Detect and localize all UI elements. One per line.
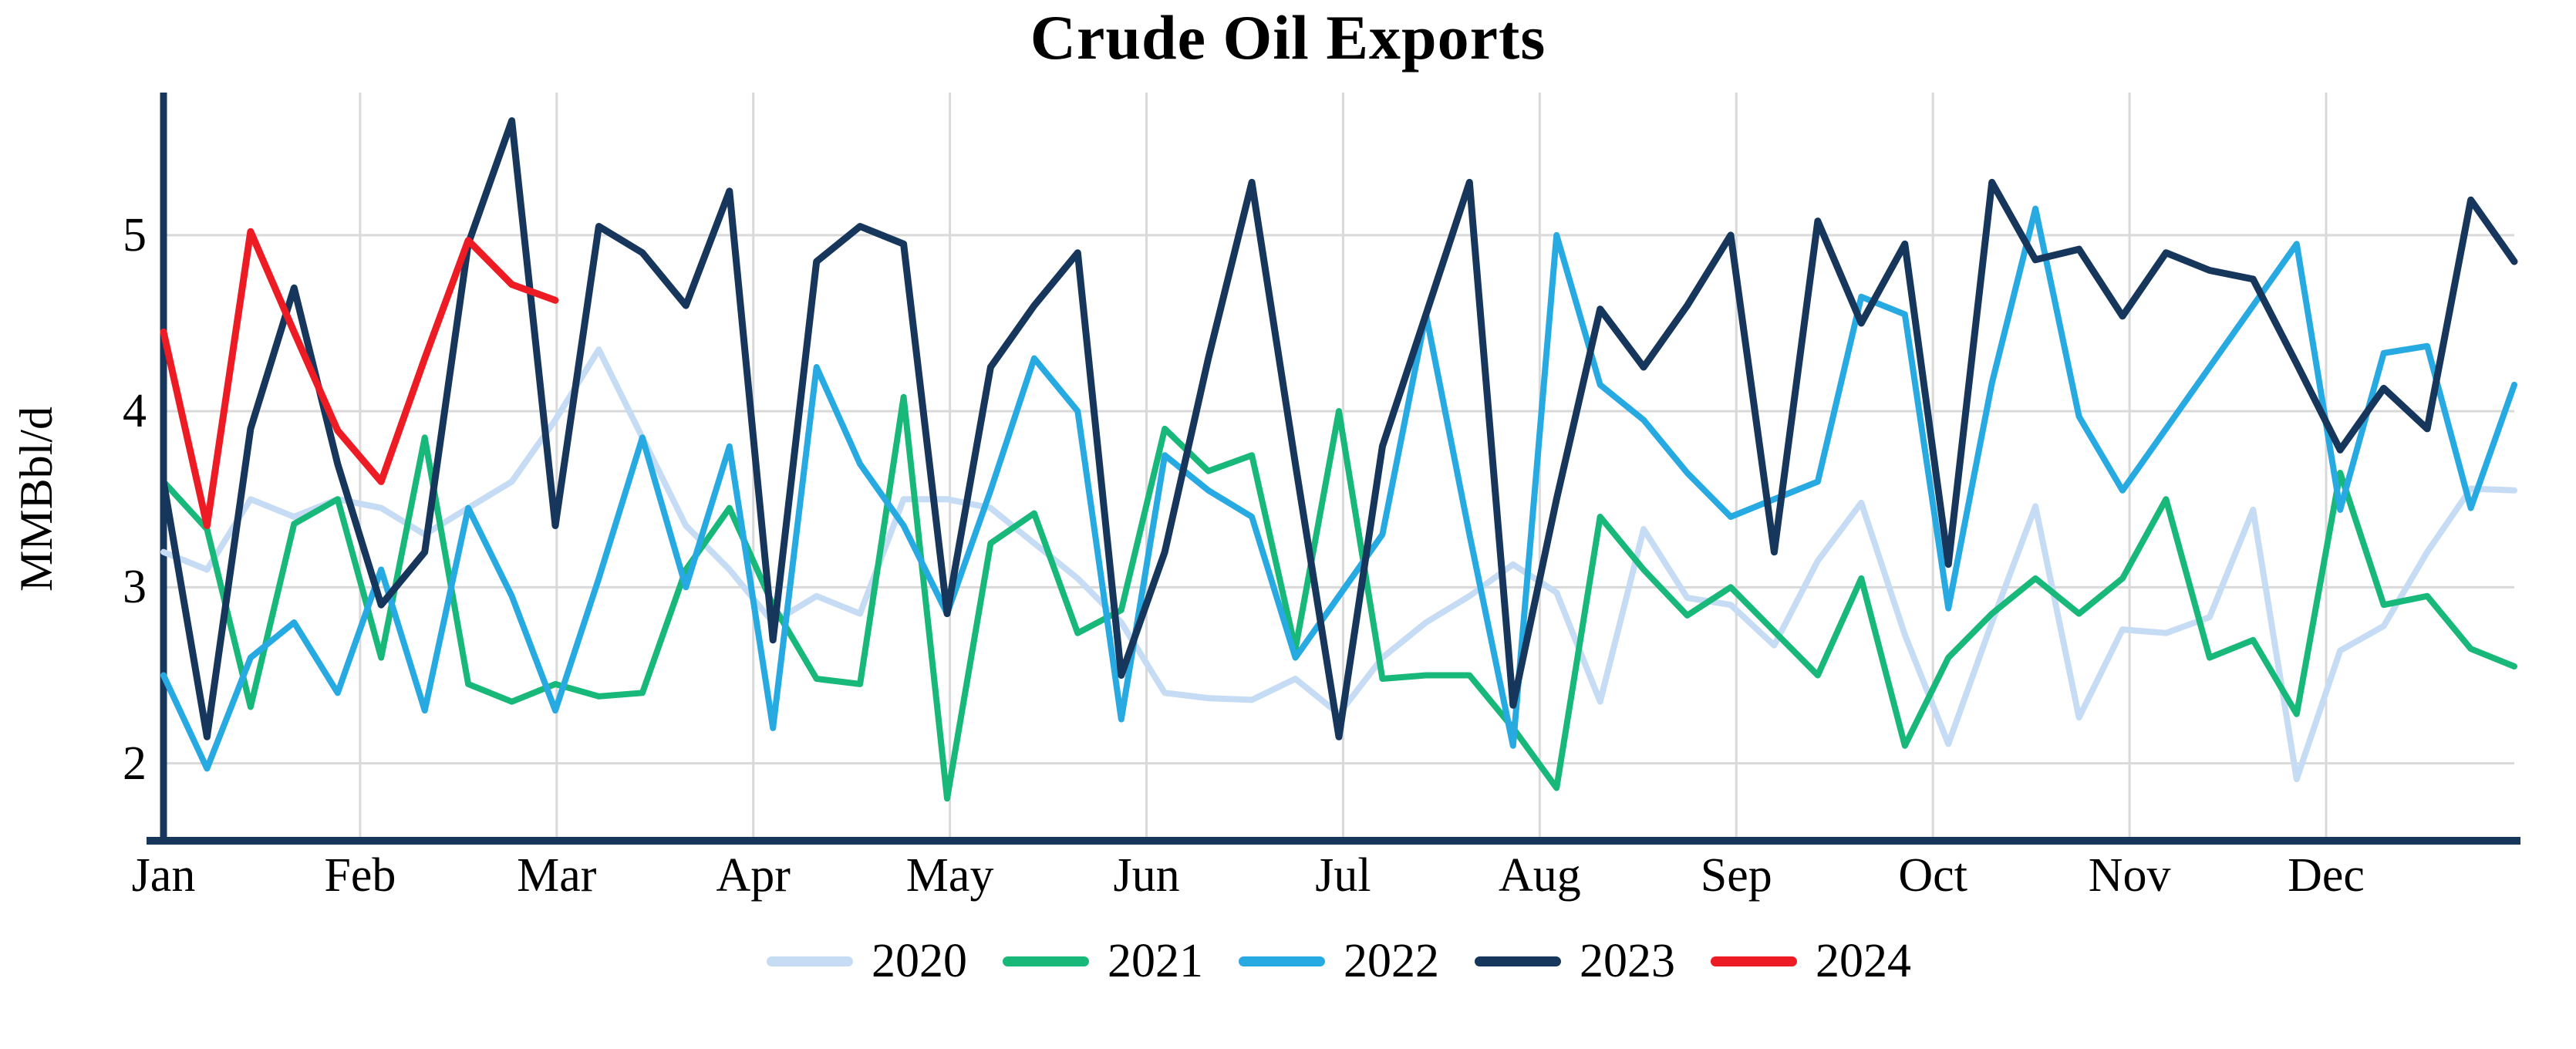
x-tick-nov: Nov [2088,849,2171,902]
y-tick-3: 3 [123,561,147,614]
x-tick-jun: Jun [1113,849,1180,902]
series-line-2021 [160,393,2517,802]
x-tick-mar: Mar [517,849,597,902]
y-tick-4: 4 [123,385,147,438]
legend-label-2023: 2023 [1580,935,1675,987]
x-tick-jan: Jan [131,849,196,902]
chart-title: Crude Oil Exports [1030,2,1546,73]
x-tick-sep: Sep [1700,849,1772,902]
x-tick-oct: Oct [1898,849,1967,902]
x-tick-jul: Jul [1315,849,1371,902]
legend-swatch-2024 [1711,956,1797,966]
legend-item-2021: 2021 [1003,933,1203,990]
legend: 2020 2021 2022 2023 2024 [164,930,2514,992]
legend-item-2023: 2023 [1475,933,1675,990]
x-tick-apr: Apr [716,849,791,902]
series-line-2022 [160,205,2517,772]
series-line-2023 [160,117,2518,740]
legend-swatch-2020 [767,956,853,966]
x-tick-feb: Feb [324,849,396,902]
x-tick-dec: Dec [2288,849,2365,902]
x-tick-may: May [905,849,994,902]
legend-item-2020: 2020 [767,933,967,990]
legend-swatch-2021 [1003,956,1089,966]
y-tick-5: 5 [123,208,147,261]
x-tick-aug: Aug [1498,849,1581,902]
legend-label-2021: 2021 [1108,935,1203,987]
y-tick-2: 2 [123,737,147,790]
series-line-2024 [160,228,559,529]
legend-swatch-2022 [1239,956,1325,966]
legend-label-2022: 2022 [1344,935,1439,987]
legend-swatch-2023 [1475,956,1561,966]
legend-label-2020: 2020 [872,935,967,987]
legend-item-2022: 2022 [1239,933,1439,990]
legend-label-2024: 2024 [1816,935,1911,987]
legend-item-2024: 2024 [1711,933,1911,990]
